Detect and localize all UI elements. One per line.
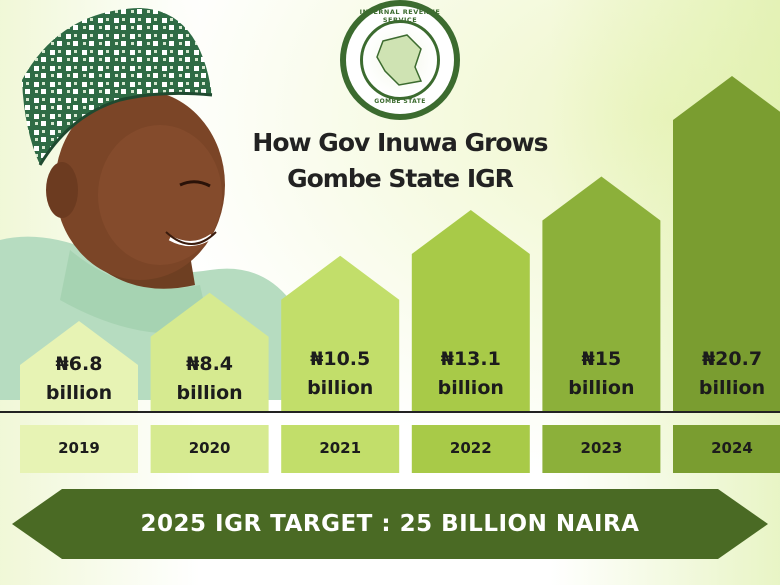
- year-box-2024: [673, 425, 780, 473]
- bar-value-label: ₦15 billion: [541, 345, 661, 403]
- bar-value-amount: ₦13.1: [440, 348, 501, 370]
- year-label: 2019: [58, 439, 100, 457]
- bar-value-unit: billion: [568, 377, 635, 399]
- year-label: 2024: [711, 439, 753, 457]
- bar-value-unit: billion: [45, 382, 113, 404]
- year-box-2019: [20, 425, 138, 473]
- bar-2024: [673, 76, 780, 411]
- governor-portrait: [0, 8, 290, 400]
- year-box-2022: [411, 425, 530, 473]
- chart-baseline: [0, 411, 780, 413]
- bar-value-label: ₦6.8 billion: [19, 350, 139, 408]
- bar-2021: [281, 255, 400, 411]
- seal-bottom-text: GOMBE STATE: [374, 98, 426, 105]
- bar-value-amount: ₦6.8: [55, 353, 103, 375]
- title-line-1: How Gov Inuwa Grows: [252, 128, 548, 157]
- bar-value-amount: ₦15: [581, 348, 622, 370]
- bar-2023: [542, 176, 661, 411]
- bar-value-unit: billion: [307, 377, 374, 399]
- gombe-map-emblem: [360, 20, 440, 100]
- bar-value-unit: billion: [698, 377, 766, 399]
- title-line-2: Gombe State IGR: [287, 164, 514, 193]
- year-box-2023: [542, 425, 661, 473]
- bar-value-label: ₦13.1 billion: [411, 345, 531, 403]
- bar-value-label: ₦10.5 billion: [280, 345, 400, 403]
- year-box-2021: [281, 425, 400, 473]
- bar-value-unit: billion: [437, 377, 504, 399]
- bar-value-amount: ₦8.4: [186, 353, 234, 375]
- year-label: 2020: [188, 439, 231, 457]
- chart-title: How Gov Inuwa Grows Gombe State IGR: [230, 125, 570, 197]
- bar-value-amount: ₦20.7: [701, 348, 763, 370]
- target-banner: [12, 489, 768, 559]
- irs-seal-logo: INTERNAL REVENUE SERVICE GOMBE STATE: [340, 0, 460, 120]
- bar-value-amount: ₦10.5: [310, 348, 371, 370]
- year-label: 2022: [449, 439, 492, 457]
- year-label: 2023: [580, 439, 623, 457]
- bar-2022: [411, 209, 530, 411]
- bar-value-unit: billion: [176, 382, 243, 404]
- target-banner-text: 2025 IGR TARGET : 25 BILLION NAIRA: [140, 511, 640, 537]
- year-box-2020: [150, 425, 269, 473]
- bar-2020: [150, 292, 269, 411]
- bar-2019: [20, 321, 138, 411]
- state-map-icon: [376, 34, 423, 86]
- bar-value-label: ₦20.7 billion: [672, 345, 780, 403]
- year-label: 2021: [319, 439, 362, 457]
- bar-value-label: ₦8.4 billion: [150, 350, 270, 408]
